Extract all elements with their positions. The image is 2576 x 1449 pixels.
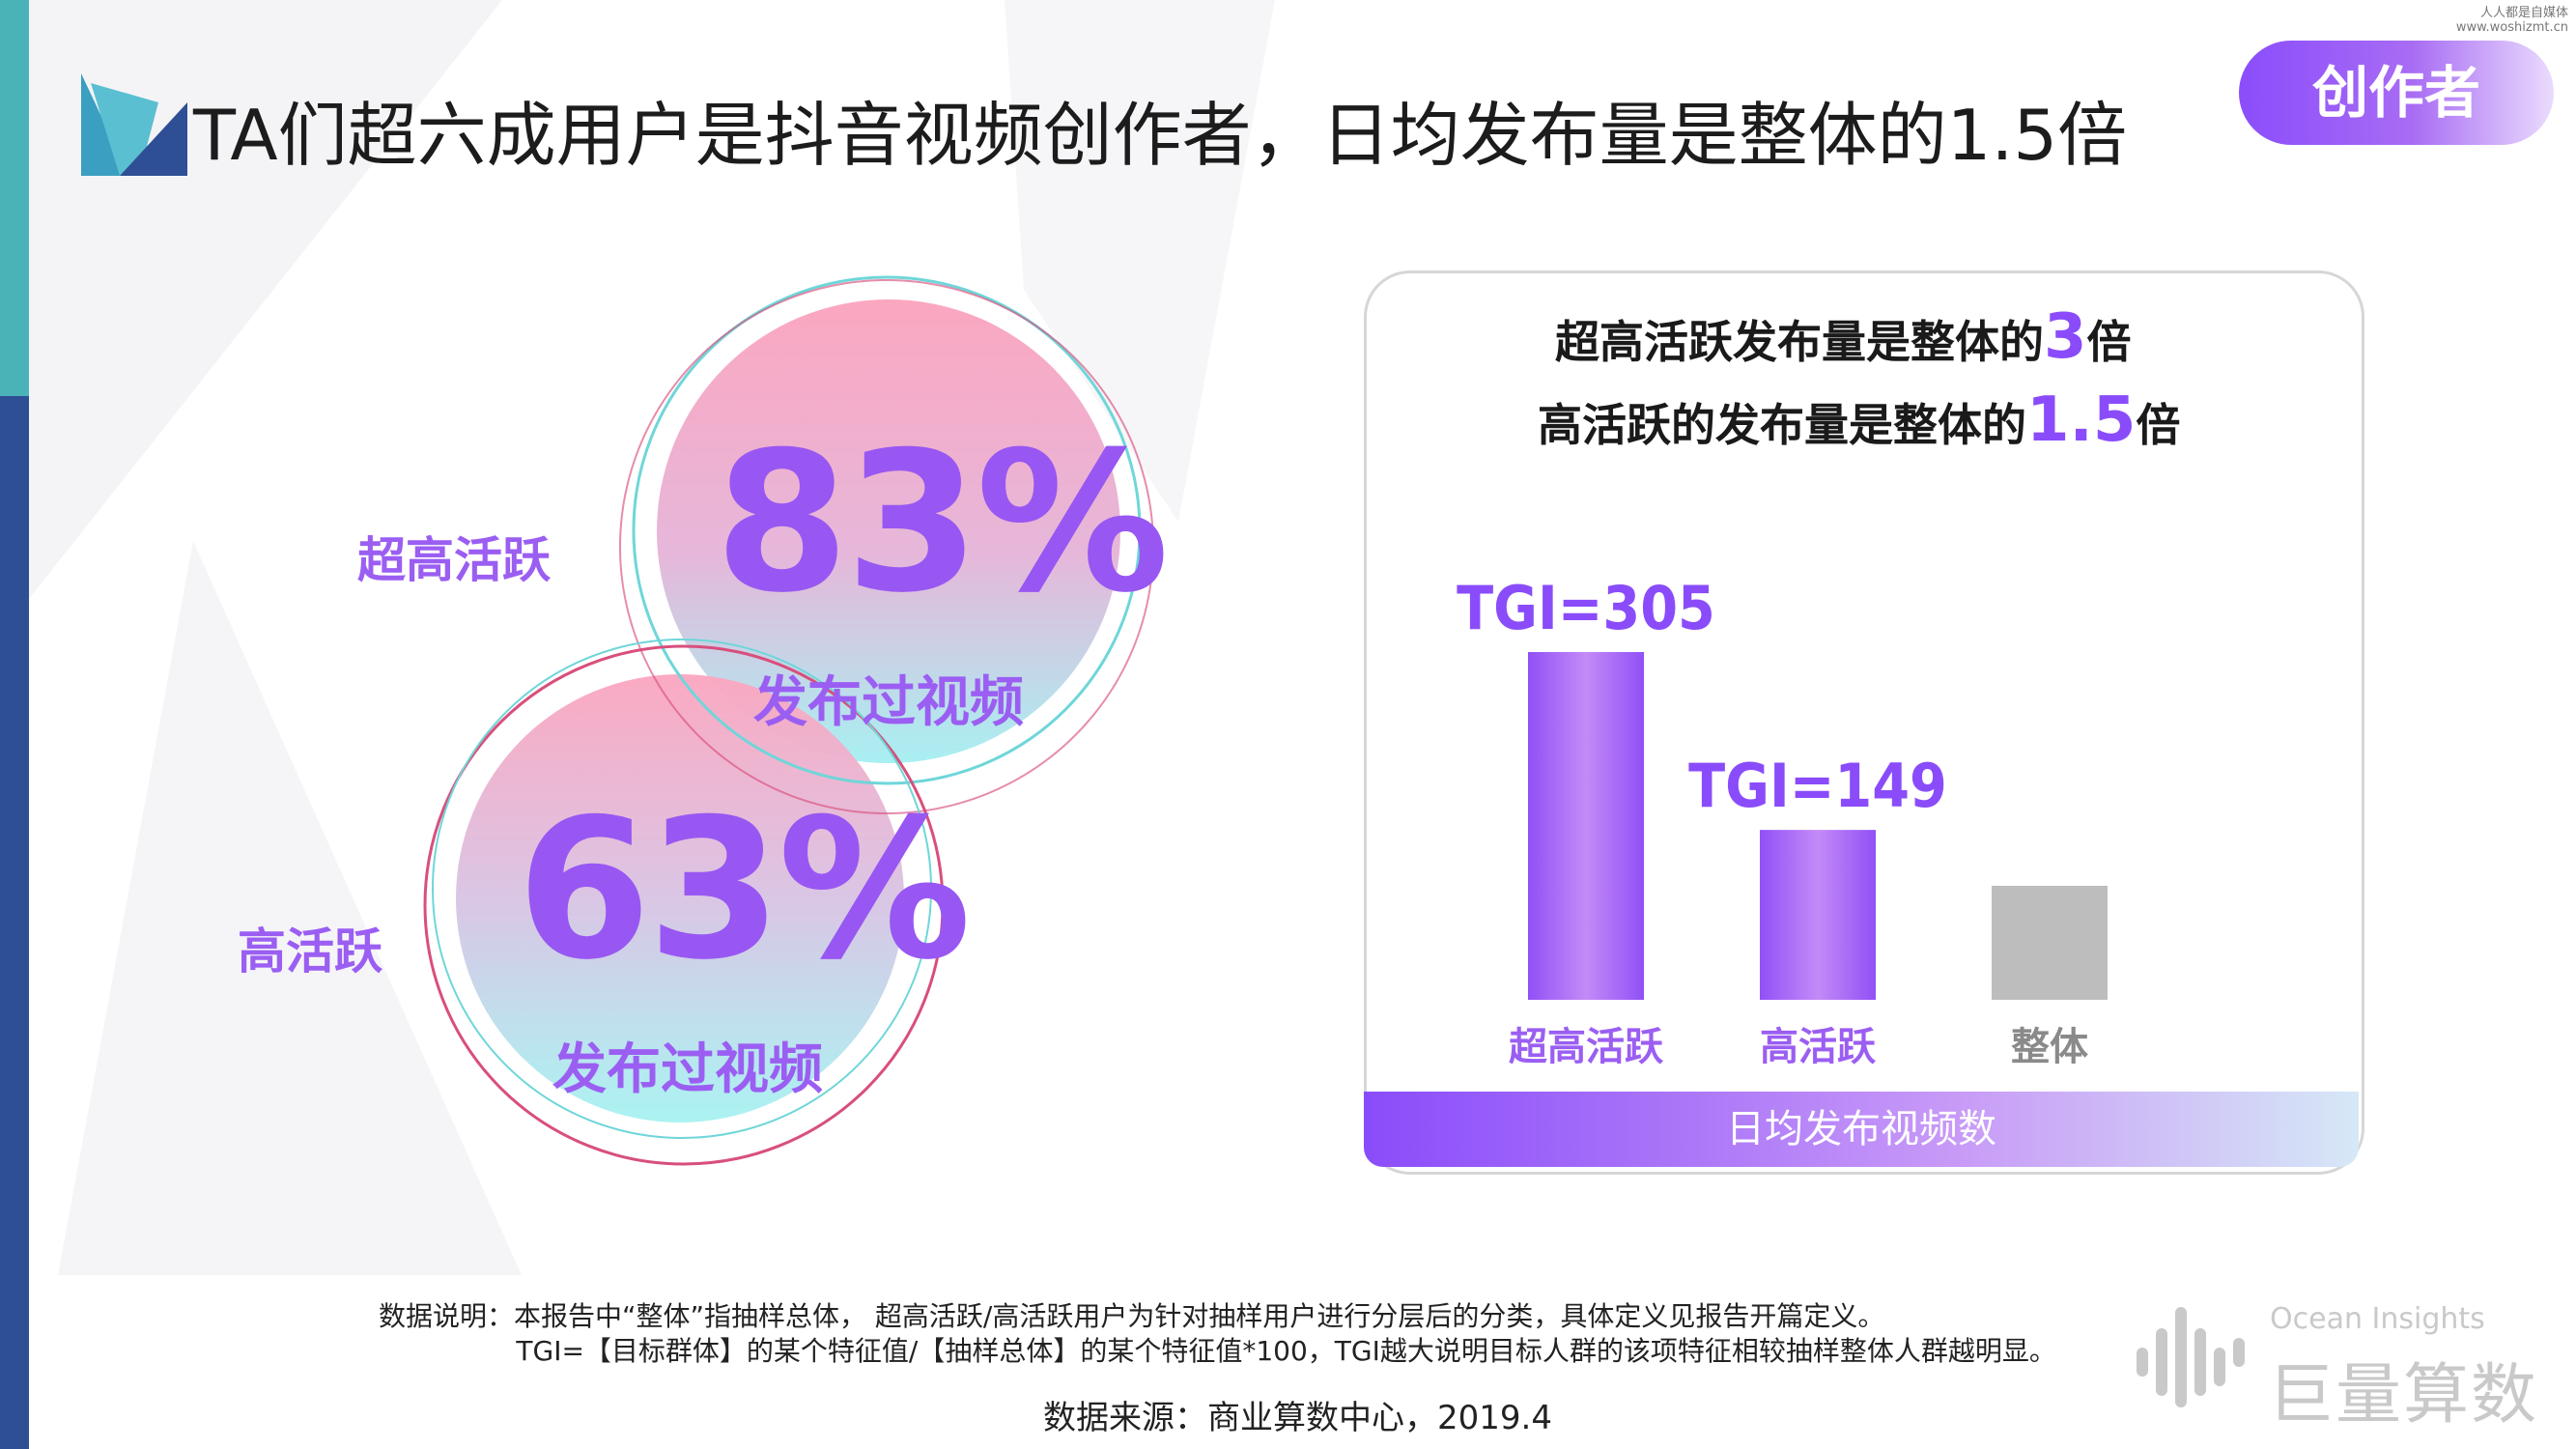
data-source: 数据来源：商业算数中心，2019.4: [1043, 1399, 1552, 1437]
venn-top-fill: [657, 299, 1120, 763]
source-watermark-line2: www.woshizmt.cn: [2455, 20, 2568, 35]
venn-top-caption: 发布过视频: [753, 671, 1024, 734]
topic-badge: 创作者: [2239, 41, 2554, 145]
bar-2: [1992, 885, 2108, 1000]
headline1-text: 超高活跃发布量是整体的: [1555, 316, 2044, 368]
bar-1: [1760, 830, 1876, 1000]
source-watermark-line1: 人人都是自媒体: [2479, 6, 2568, 20]
brand-name-cn: 巨量算数: [2268, 1357, 2539, 1434]
venn-top-ring: [632, 275, 1142, 785]
venn-circles: [423, 275, 1154, 1166]
bar-data-label-1: TGI=149: [1688, 751, 1947, 821]
headline2-value: 1.5: [2026, 384, 2137, 456]
category-label-0: 超高活跃: [1509, 1025, 1664, 1069]
venn-bottom-ring-teal: [432, 639, 932, 1139]
report-logo-icon: [81, 73, 187, 176]
venn-bottom-caption: 发布过视频: [552, 1038, 823, 1101]
bar-0: [1528, 652, 1644, 1000]
category-label-2: 整体: [2011, 1025, 2088, 1069]
chart-headline-line1: 超高活跃发布量是整体的3倍: [1555, 301, 2132, 373]
venn-top-percent: 83%: [715, 411, 1170, 636]
chart-headline-line2: 高活跃的发布量是整体的1.5倍: [1538, 384, 2180, 456]
venn-top-segment-label: 超高活跃: [357, 532, 551, 588]
venn-bottom-ring: [423, 644, 945, 1166]
venn-bottom-segment-label: 高活跃: [238, 923, 382, 980]
data-note-line1: 数据说明：本报告中“整体”指抽样总体， 超高活跃/高活跃用户为针对抽样用户进行分…: [379, 1300, 1885, 1332]
venn-top-ring-inner: [619, 279, 1154, 814]
bar-chart: TGI=305 超高活跃 TGI=149 高活跃 整体: [1457, 573, 2108, 1069]
data-note: 数据说明：本报告中“整体”指抽样总体， 超高活跃/高活跃用户为针对抽样用户进行分…: [379, 1299, 2056, 1369]
bar-data-label-0: TGI=305: [1457, 573, 1715, 643]
accent-bar-navy: [0, 396, 29, 1449]
headline1-value: 3: [2044, 301, 2087, 373]
venn-bottom-percent: 63%: [517, 778, 972, 1003]
category-label-1: 高活跃: [1760, 1025, 1877, 1069]
headline1-suffix: 倍: [2086, 316, 2132, 368]
data-note-line2: TGI=【目标群体】的某个特征值/【抽样总体】的某个特征值*100，TGI越大说…: [379, 1335, 2056, 1367]
accent-bar-teal: [0, 0, 29, 396]
venn-bottom-fill: [456, 674, 904, 1122]
brand-name-en: Ocean Insights: [2270, 1302, 2485, 1336]
headline2-suffix: 倍: [2136, 399, 2181, 451]
brand-logo-icon: [2137, 1307, 2245, 1407]
headline2-text: 高活跃的发布量是整体的: [1538, 399, 2026, 451]
page-title: TA们超六成用户是抖音视频创作者，日均发布量是整体的1.5倍: [193, 95, 2128, 176]
source-watermark: 人人都是自媒体 www.woshizmt.cn: [2456, 6, 2568, 35]
chart-xaxis-title: 日均发布视频数: [1364, 1092, 2359, 1167]
